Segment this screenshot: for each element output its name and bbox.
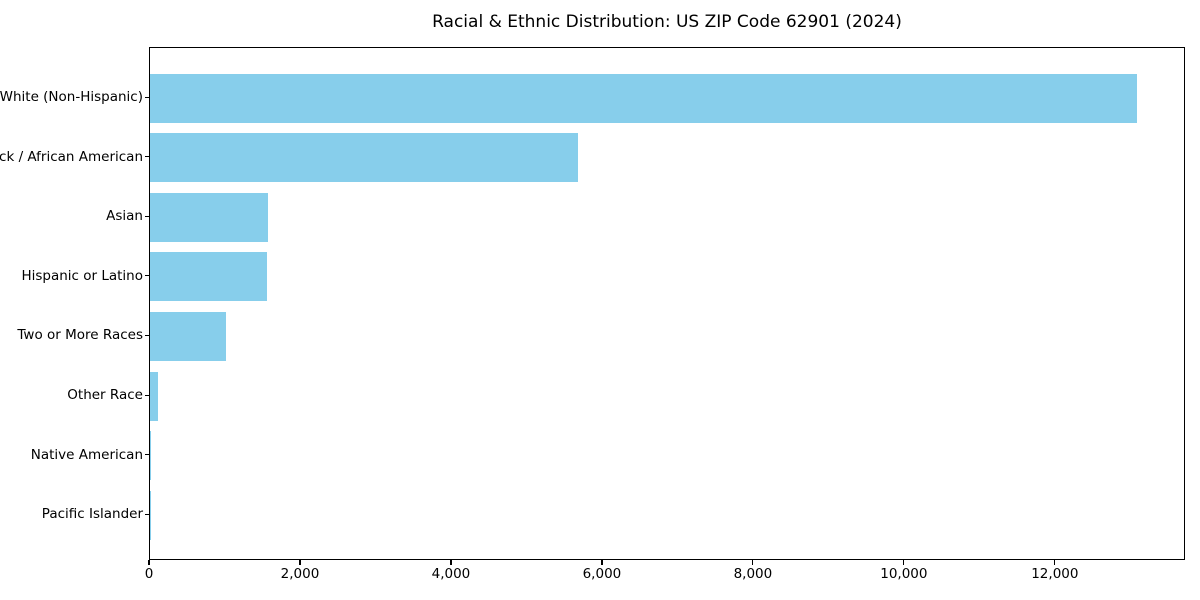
xtick-label: 4,000 <box>431 566 471 582</box>
ytick-mark <box>145 334 149 337</box>
ytick-label: Other Race <box>67 387 143 403</box>
bar-white-non-hispanic <box>150 73 1137 123</box>
plot-area <box>149 47 1185 560</box>
xtick-mark <box>1054 560 1056 565</box>
xtick-label: 2,000 <box>280 566 320 582</box>
ytick-label: Native American <box>30 446 143 463</box>
bar-hispanic-or-latino <box>150 252 267 302</box>
ytick-label: Hispanic or Latino <box>21 267 143 284</box>
ytick-label: Black / African American <box>0 148 143 165</box>
bar-other-race <box>150 371 159 421</box>
xtick-mark <box>450 560 452 565</box>
ytick-mark <box>145 156 149 158</box>
bar-black-african-american <box>150 133 578 183</box>
xtick-mark <box>148 560 150 565</box>
ytick-mark <box>145 513 149 515</box>
ytick-label: Pacific Islander <box>41 506 143 523</box>
ytick-mark <box>145 394 149 396</box>
ytick-mark <box>145 96 149 98</box>
ytick-mark <box>145 454 149 456</box>
xtick-label: 8,000 <box>733 566 773 582</box>
bar-asian <box>150 192 268 242</box>
xtick-label: 12,000 <box>1031 566 1079 582</box>
xtick-label: 6,000 <box>582 566 622 582</box>
bar-two-or-more-races <box>150 311 226 361</box>
bar-native-american <box>150 431 151 481</box>
xtick-mark <box>903 560 905 565</box>
xtick-mark <box>752 560 754 565</box>
chart-title: Racial & Ethnic Distribution: US ZIP Cod… <box>432 12 902 32</box>
ytick-mark <box>145 215 149 217</box>
xtick-label: 0 <box>144 566 154 582</box>
xtick-label: 10,000 <box>880 566 928 582</box>
ytick-label: White (Non-Hispanic) <box>0 89 143 105</box>
xtick-mark <box>601 560 603 565</box>
ytick-label: Two or More Races <box>17 327 143 344</box>
ytick-mark <box>145 275 149 277</box>
ytick-label: Asian <box>106 208 143 225</box>
xtick-mark <box>299 560 301 565</box>
